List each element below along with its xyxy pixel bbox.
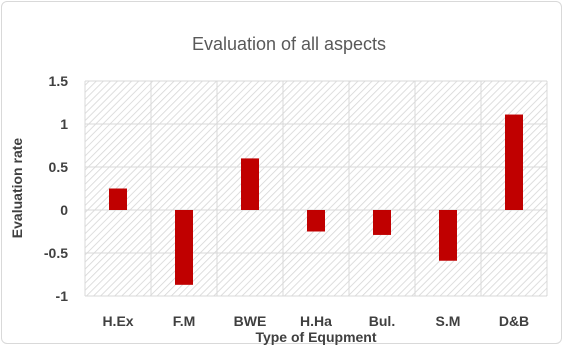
x-tick-label: S.M — [436, 313, 461, 329]
chart-title: Evaluation of all aspects — [192, 34, 386, 54]
x-axis-ticks: H.Ex F.M BWE H.Ha Bul. S.M D&B — [102, 313, 529, 329]
bar-2 — [241, 158, 259, 210]
grid-lines — [84, 80, 548, 297]
y-axis-label: Evaluation rate — [9, 138, 25, 239]
x-axis-label: Type of Equpment — [255, 329, 376, 345]
x-tick-label: F.M — [173, 313, 196, 329]
bar-6 — [505, 114, 523, 210]
bars — [109, 114, 523, 285]
x-tick-label: BWE — [234, 313, 267, 329]
plot-area — [85, 81, 547, 296]
y-tick-label: 0 — [60, 202, 68, 218]
x-tick-label: Bul. — [369, 313, 395, 329]
bar-0 — [109, 188, 127, 210]
bar-1 — [175, 210, 193, 285]
y-tick-label: 1 — [60, 116, 68, 132]
bar-5 — [439, 210, 457, 261]
x-tick-label: D&B — [499, 313, 529, 329]
y-tick-label: -0.5 — [44, 245, 68, 261]
bar-4 — [373, 210, 391, 235]
bar-3 — [307, 210, 325, 232]
x-tick-label: H.Ex — [102, 313, 133, 329]
y-axis-ticks: 1.5 1 0.5 0 -0.5 -1 — [44, 73, 68, 304]
y-tick-label: 0.5 — [49, 159, 69, 175]
y-tick-label: 1.5 — [49, 73, 69, 89]
x-tick-label: H.Ha — [300, 313, 332, 329]
y-tick-label: -1 — [56, 288, 69, 304]
